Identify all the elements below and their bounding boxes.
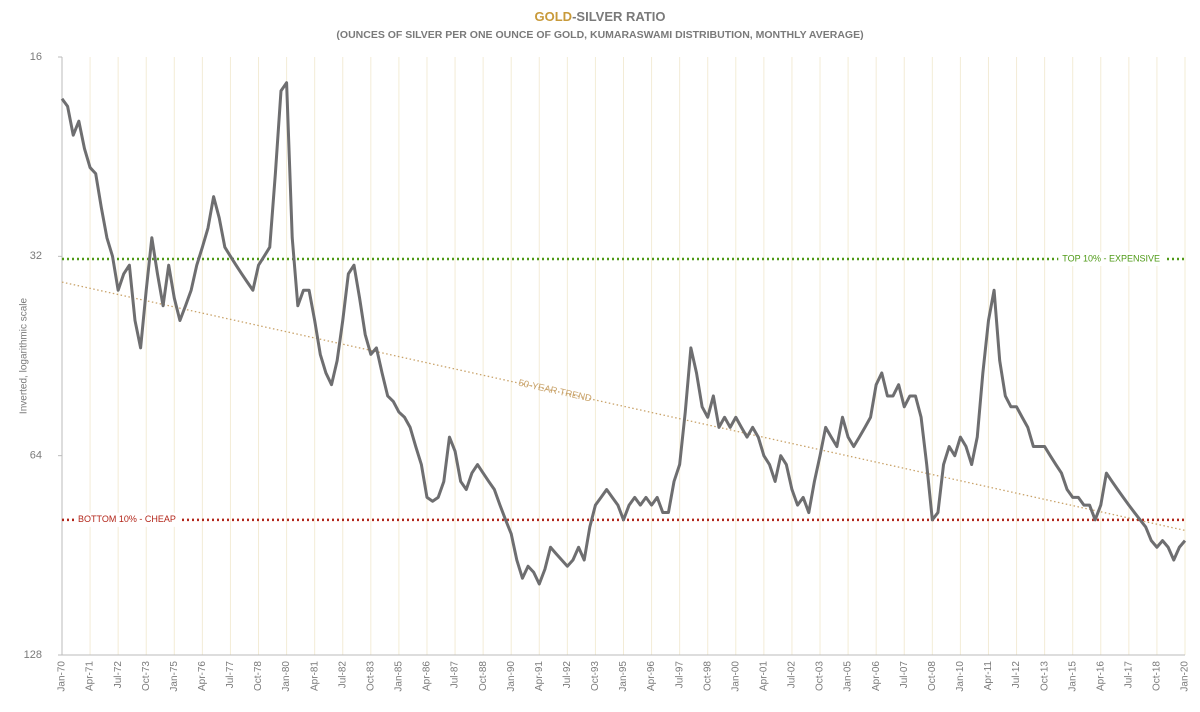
reference-label-text: TOP 10% - EXPENSIVE bbox=[1062, 253, 1160, 263]
x-tick-label: Jan-10 bbox=[955, 661, 966, 692]
x-tick-label: Jul-77 bbox=[225, 661, 236, 689]
y-tick-label: 32 bbox=[30, 250, 42, 262]
x-tick-label: Jul-72 bbox=[113, 661, 124, 689]
x-tick-label: Jan-75 bbox=[169, 661, 180, 692]
x-tick-label: Apr-01 bbox=[759, 661, 770, 691]
reference-label-bg bbox=[1058, 252, 1164, 267]
x-tick-label: Jul-92 bbox=[562, 661, 573, 689]
trend-label: 50-YEAR TREND bbox=[517, 378, 593, 405]
x-tick-label: Jan-00 bbox=[730, 661, 741, 692]
x-tick-label: Apr-91 bbox=[534, 661, 545, 691]
reference-label: BOTTOM 10% - CHEAP bbox=[74, 512, 180, 527]
reference-label: TOP 10% - EXPENSIVE bbox=[1058, 252, 1164, 267]
x-tick-label: Jan-80 bbox=[281, 661, 292, 692]
x-tick-label: Oct-83 bbox=[365, 661, 376, 691]
chart-subtitle: (OUNCES OF SILVER PER ONE OUNCE OF GOLD,… bbox=[336, 29, 863, 41]
reference-label-text: BOTTOM 10% - CHEAP bbox=[78, 514, 176, 524]
x-tick-label: Jan-20 bbox=[1180, 661, 1191, 692]
x-tick-label: Jan-05 bbox=[843, 661, 854, 692]
x-tick-label: Apr-86 bbox=[422, 661, 433, 691]
reference-label-bg bbox=[74, 512, 180, 527]
x-tick-label: Apr-16 bbox=[1095, 661, 1106, 691]
x-tick-label: Jul-12 bbox=[1011, 661, 1022, 689]
chart-title: GOLD-SILVER RATIO bbox=[535, 9, 666, 24]
x-tick-label: Apr-96 bbox=[646, 661, 657, 691]
x-tick-label: Apr-71 bbox=[85, 661, 96, 691]
x-tick-label: Oct-13 bbox=[1039, 661, 1050, 691]
x-tick-label: Oct-08 bbox=[927, 661, 938, 691]
x-tick-label: Apr-76 bbox=[197, 661, 208, 691]
x-tick-label: Oct-88 bbox=[478, 661, 489, 691]
x-tick-label: Jul-02 bbox=[787, 661, 798, 689]
x-tick-label: Jan-85 bbox=[394, 661, 405, 692]
x-tick-label: Oct-18 bbox=[1152, 661, 1163, 691]
x-tick-label: Oct-93 bbox=[590, 661, 601, 691]
x-tick-label: Oct-03 bbox=[815, 661, 826, 691]
x-tick-label: Oct-78 bbox=[253, 661, 264, 691]
x-tick-label: Apr-81 bbox=[309, 661, 320, 691]
x-tick-label: Jul-87 bbox=[450, 661, 461, 689]
x-tick-label: Jul-82 bbox=[337, 661, 348, 689]
x-tick-label: Jan-95 bbox=[618, 661, 629, 692]
x-tick-label: Jan-90 bbox=[506, 661, 517, 692]
x-tick-label: Oct-73 bbox=[141, 661, 152, 691]
x-tick-label: Jul-97 bbox=[674, 661, 685, 689]
y-tick-label: 128 bbox=[24, 649, 42, 661]
x-tick-label: Jan-70 bbox=[57, 661, 68, 692]
x-tick-label: Jan-15 bbox=[1067, 661, 1078, 692]
x-tick-label: Jul-17 bbox=[1123, 661, 1134, 689]
x-tick-label: Apr-06 bbox=[871, 661, 882, 691]
x-tick-label: Apr-11 bbox=[983, 661, 994, 691]
y-axis-label: Inverted, logarithmic scale bbox=[19, 297, 30, 414]
y-tick-label: 16 bbox=[30, 51, 42, 63]
x-tick-label: Oct-98 bbox=[702, 661, 713, 691]
y-tick-label: 64 bbox=[30, 450, 42, 462]
x-tick-label: Jul-07 bbox=[899, 661, 910, 689]
ratio-line bbox=[60, 81, 1187, 586]
